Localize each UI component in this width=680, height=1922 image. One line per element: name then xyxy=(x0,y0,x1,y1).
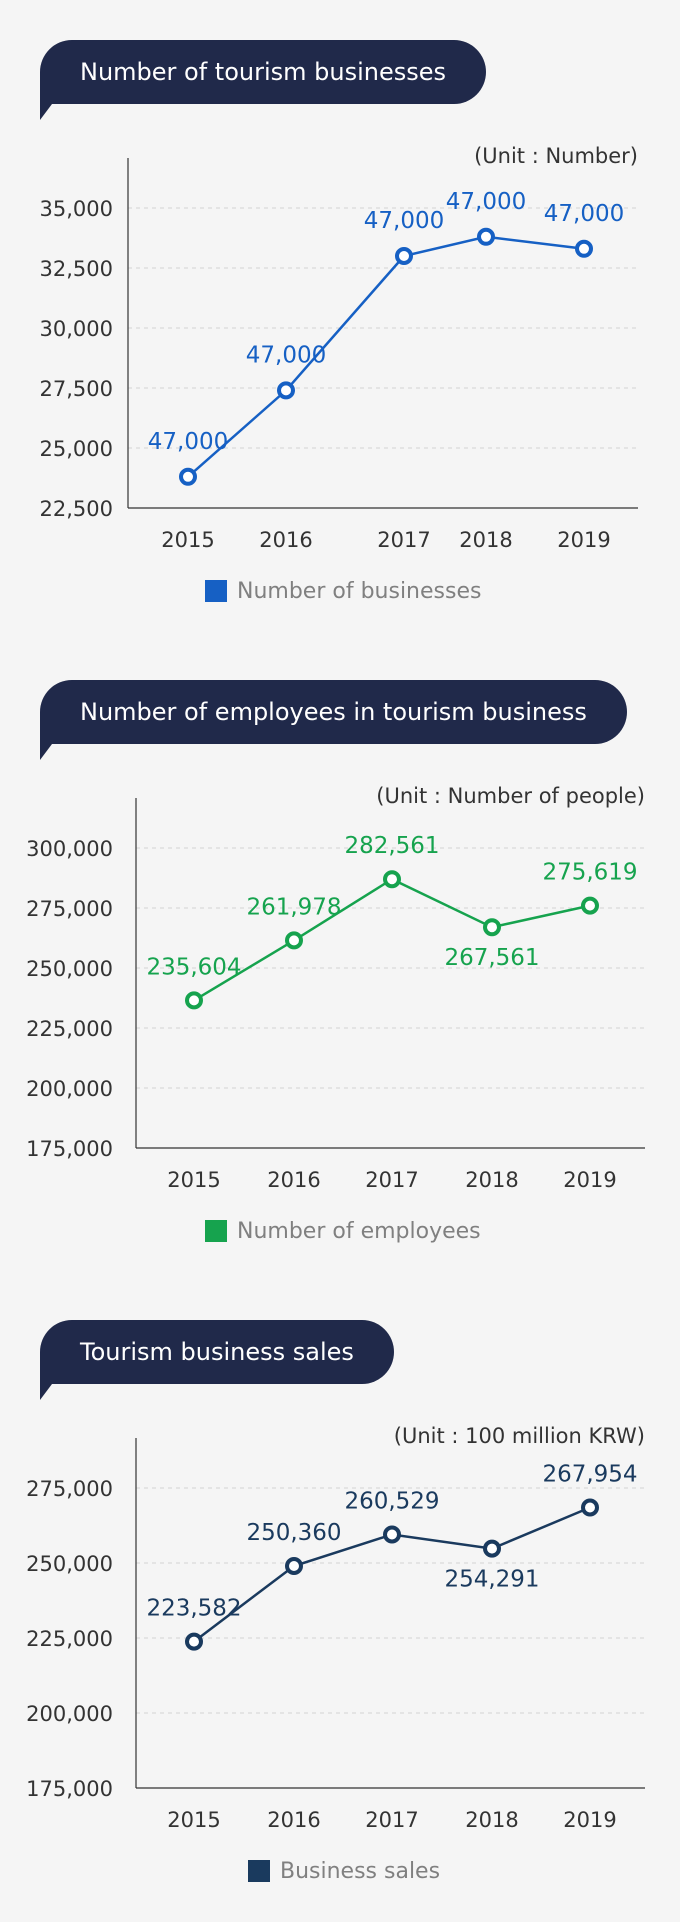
data-point xyxy=(277,381,295,400)
legend-swatch-icon xyxy=(205,580,227,602)
data-point xyxy=(383,870,401,889)
x-tick-label: 2015 xyxy=(161,528,214,552)
unit-label: (Unit : Number of people) xyxy=(376,784,645,808)
y-tick-label: 32,500 xyxy=(40,257,113,281)
x-tick-label: 2017 xyxy=(365,1808,418,1832)
y-tick-label: 30,000 xyxy=(40,317,113,341)
x-tick-label: 2019 xyxy=(563,1168,616,1192)
y-tick-label: 275,000 xyxy=(26,897,113,921)
data-label: 47,000 xyxy=(364,208,444,234)
data-point xyxy=(581,896,599,915)
chart-title: Number of employees in tourism business xyxy=(40,680,627,744)
legend-label: Number of businesses xyxy=(237,578,482,604)
data-point xyxy=(581,1498,599,1517)
x-tick-label: 2019 xyxy=(557,528,610,552)
y-tick-label: 250,000 xyxy=(26,957,113,981)
data-point xyxy=(483,1539,501,1558)
unit-label: (Unit : Number) xyxy=(474,144,638,168)
data-label: 250,360 xyxy=(246,1520,341,1546)
data-label: 47,000 xyxy=(246,342,326,368)
data-label: 267,561 xyxy=(444,945,539,971)
data-label: 223,582 xyxy=(146,1596,241,1622)
data-label: 260,529 xyxy=(344,1489,439,1515)
data-label: 47,000 xyxy=(148,429,228,455)
y-tick-label: 35,000 xyxy=(40,197,113,221)
data-label: 275,619 xyxy=(542,860,637,886)
data-point xyxy=(285,931,303,950)
y-tick-label: 175,000 xyxy=(26,1777,113,1801)
data-point xyxy=(575,239,593,258)
legend-label: Business sales xyxy=(280,1858,441,1884)
chart-section-sales: Tourism business sales 175,000 200,000 225… xyxy=(0,1280,680,1920)
x-tick-label: 2015 xyxy=(167,1808,220,1832)
line-chart-businesses: 22,500 25,000 27,500 30,000 32,500 35,000 (Uni… xyxy=(40,144,638,552)
line-chart-employees: 175,000 200,000 225,000 250,000 275,000 300,0… xyxy=(26,784,645,1192)
x-tick-label: 2018 xyxy=(465,1808,518,1832)
data-label: 282,561 xyxy=(344,833,439,859)
data-point xyxy=(185,1632,203,1651)
x-tick-label: 2017 xyxy=(365,1168,418,1192)
data-label: 267,954 xyxy=(542,1462,637,1488)
y-tick-label: 22,500 xyxy=(40,497,113,521)
chart-section-employees: Number of employees in tourism business … xyxy=(0,640,680,1280)
legend: Business sales xyxy=(248,1856,440,1886)
x-tick-label: 2016 xyxy=(267,1168,320,1192)
data-label: 254,291 xyxy=(444,1567,539,1593)
y-tick-label: 25,000 xyxy=(40,437,113,461)
data-point xyxy=(179,467,197,486)
data-point xyxy=(477,227,495,246)
legend-swatch-icon xyxy=(248,1860,270,1882)
legend: Number of employees xyxy=(205,1216,481,1246)
legend: Number of businesses xyxy=(205,576,481,606)
y-tick-label: 225,000 xyxy=(26,1017,113,1041)
data-point xyxy=(185,991,203,1010)
data-label: 47,000 xyxy=(544,201,624,227)
chart-title: Number of tourism businesses xyxy=(40,40,487,104)
x-tick-label: 2017 xyxy=(377,528,430,552)
data-label: 235,604 xyxy=(146,954,241,980)
legend-label: Number of employees xyxy=(237,1218,481,1244)
data-point xyxy=(383,1525,401,1544)
data-label: 47,000 xyxy=(446,189,526,215)
unit-label: (Unit : 100 million KRW) xyxy=(394,1424,645,1448)
data-point xyxy=(285,1557,303,1575)
line-chart-sales: 175,000 200,000 225,000 250,000 275,000 (Unit… xyxy=(26,1424,645,1832)
x-tick-label: 2015 xyxy=(167,1168,220,1192)
y-tick-label: 250,000 xyxy=(26,1552,113,1576)
y-tick-label: 200,000 xyxy=(26,1077,113,1101)
y-tick-label: 27,500 xyxy=(40,377,113,401)
y-tick-label: 300,000 xyxy=(26,837,113,861)
data-point xyxy=(395,247,413,265)
data-point xyxy=(483,918,501,937)
y-tick-label: 275,000 xyxy=(26,1477,113,1501)
y-tick-label: 225,000 xyxy=(26,1627,113,1651)
x-tick-label: 2018 xyxy=(465,1168,518,1192)
y-tick-label: 175,000 xyxy=(26,1137,113,1161)
chart-section-tourism-businesses: Number of tourism businesses 22,500 25,00… xyxy=(0,0,680,640)
chart-title: Tourism business sales xyxy=(40,1320,394,1384)
x-tick-label: 2018 xyxy=(459,528,512,552)
legend-swatch-icon xyxy=(205,1220,227,1242)
x-tick-label: 2016 xyxy=(259,528,312,552)
x-tick-label: 2019 xyxy=(563,1808,616,1832)
y-tick-label: 200,000 xyxy=(26,1702,113,1726)
x-tick-label: 2016 xyxy=(267,1808,320,1832)
data-label: 261,978 xyxy=(246,894,341,920)
